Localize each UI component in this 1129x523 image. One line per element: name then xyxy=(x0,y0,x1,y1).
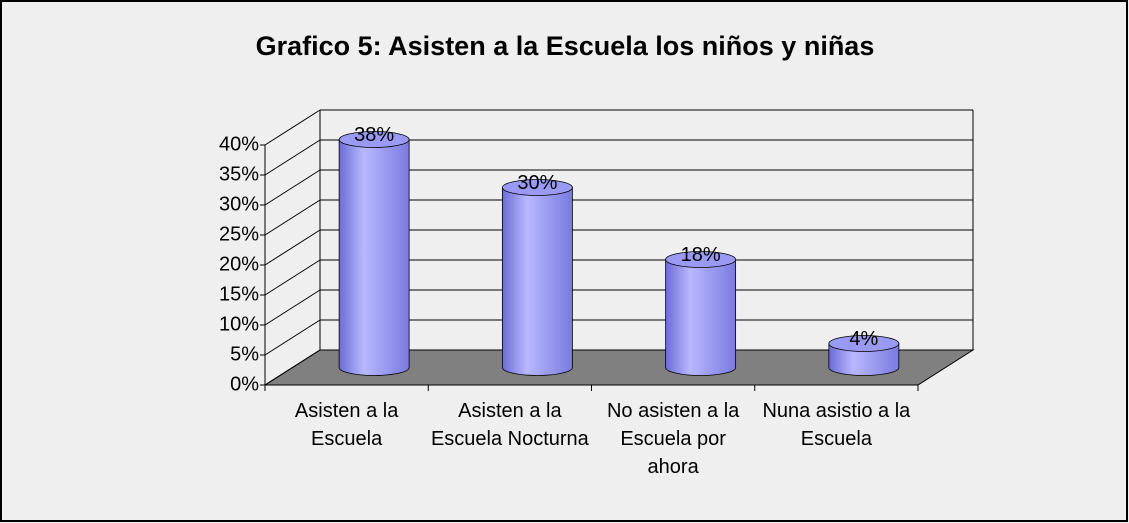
bar-top xyxy=(501,179,573,196)
grid-line xyxy=(264,169,321,206)
y-tick-label: 5% xyxy=(230,343,259,365)
bar xyxy=(338,131,410,376)
value-label: 38% xyxy=(354,124,394,146)
y-tick-label: 30% xyxy=(219,193,259,215)
value-label: 30% xyxy=(517,172,557,194)
x-tick-label: Asisten a la Escuela xyxy=(294,400,399,450)
y-tick-label: 40% xyxy=(219,133,259,155)
y-tick-label: 0% xyxy=(230,373,259,395)
bar-body xyxy=(665,259,737,376)
grid-line xyxy=(264,199,321,236)
grid-line xyxy=(264,289,321,326)
bar xyxy=(665,251,737,376)
bar-top xyxy=(665,251,737,268)
grid-line xyxy=(264,139,321,176)
bar-body xyxy=(338,139,410,376)
bar-top xyxy=(338,131,410,148)
bar-top xyxy=(828,335,900,352)
value-label: 18% xyxy=(681,244,721,266)
grid-line xyxy=(264,319,321,356)
value-label: 4% xyxy=(849,328,878,350)
grid-line xyxy=(264,349,321,386)
x-tick-label: Nuna asistio a la Escuela xyxy=(762,400,911,450)
x-tick-label: Asisten a la Escuela Nocturna xyxy=(430,400,589,450)
bar xyxy=(828,335,900,376)
y-tick-label: 25% xyxy=(219,223,259,245)
grid-line xyxy=(264,229,321,266)
grid-line xyxy=(264,259,321,296)
y-tick-label: 35% xyxy=(219,163,259,185)
bar xyxy=(501,179,573,376)
grid-line xyxy=(264,109,321,146)
y-tick-label: 20% xyxy=(219,253,259,275)
bar-body xyxy=(828,343,900,376)
y-tick-label: 15% xyxy=(219,283,259,305)
bar-body xyxy=(501,187,573,376)
x-tick-label: No asisten a la Escuela por ahora xyxy=(606,400,740,478)
chart-title: Grafico 5: Asisten a la Escuela los niño… xyxy=(256,31,875,61)
y-tick-label: 10% xyxy=(219,313,259,335)
